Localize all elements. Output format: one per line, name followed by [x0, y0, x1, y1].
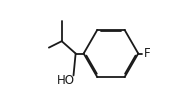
Text: HO: HO	[57, 74, 75, 87]
Text: F: F	[144, 47, 151, 60]
